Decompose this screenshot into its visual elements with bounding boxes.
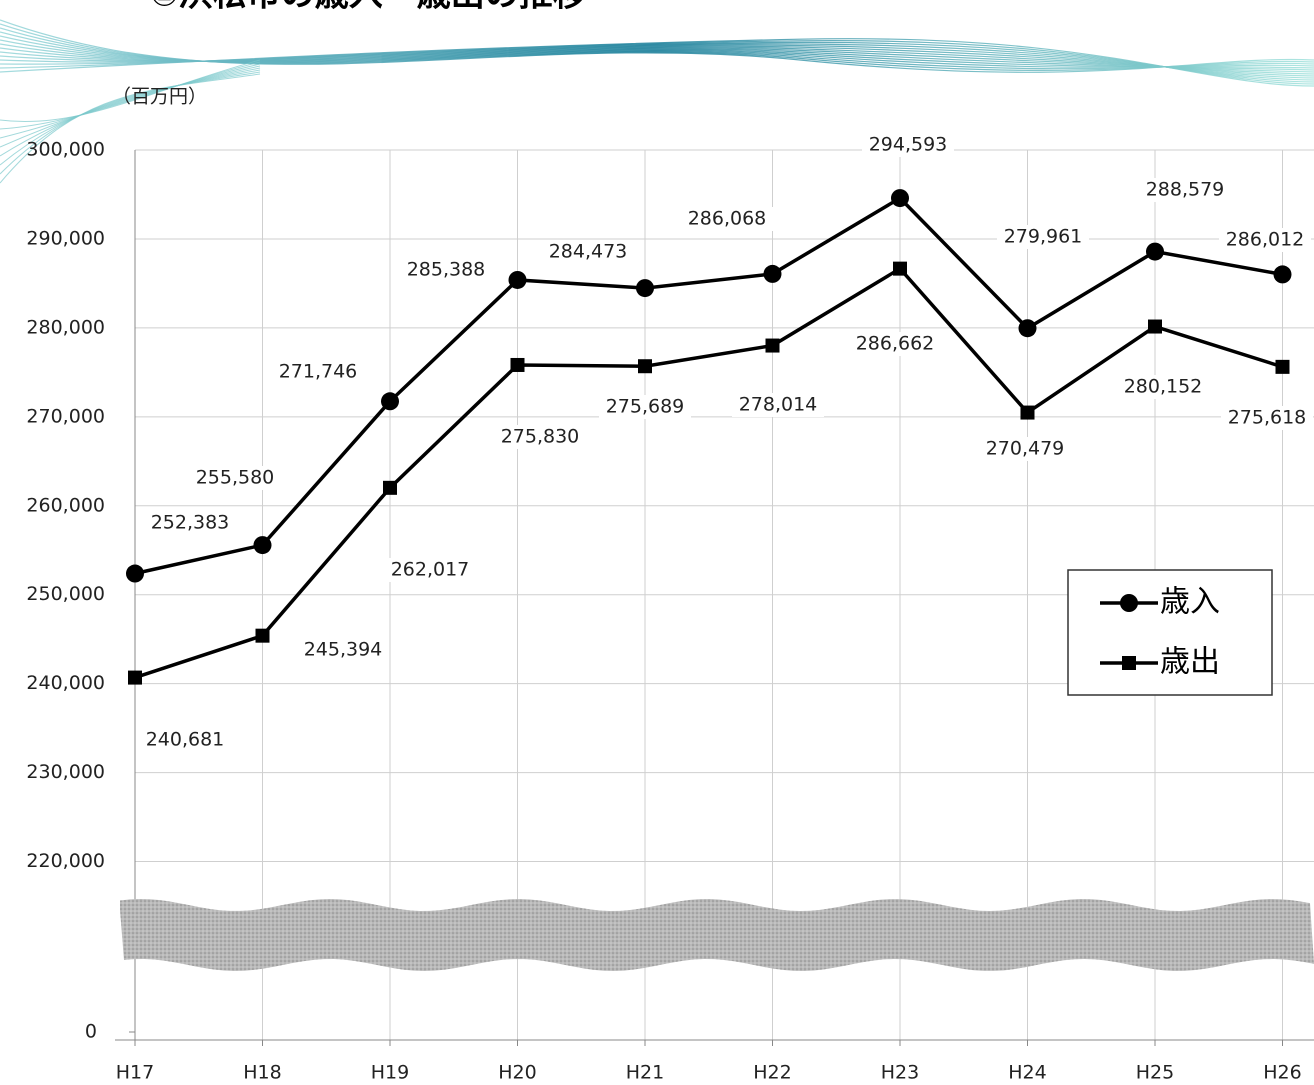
y-tick-label: 0: [85, 1021, 97, 1043]
x-tick-label: H21: [626, 1062, 664, 1084]
x-tick-label: H18: [243, 1062, 281, 1084]
y-tick-label: 230,000: [26, 761, 105, 783]
legend-marker: [1120, 594, 1138, 612]
data-label: 275,830: [501, 426, 580, 448]
data-label: 270,479: [986, 438, 1065, 460]
data-label: 288,579: [1146, 179, 1225, 201]
data-point: [126, 565, 144, 583]
y-tick-label: 290,000: [26, 227, 105, 249]
legend-label: 歳出: [1160, 645, 1220, 680]
data-point: [893, 262, 907, 276]
data-label: 252,383: [151, 512, 230, 534]
y-tick-label: 270,000: [26, 405, 105, 427]
data-label: 245,394: [304, 639, 383, 661]
x-tick-label: H24: [1008, 1062, 1046, 1084]
data-point: [638, 359, 652, 373]
x-tick-label: H17: [116, 1062, 154, 1084]
data-label: 286,068: [688, 208, 767, 230]
data-point: [254, 536, 272, 554]
x-tick-label: H26: [1263, 1062, 1301, 1084]
data-label: 278,014: [739, 394, 818, 416]
data-point: [636, 279, 654, 297]
chart-title: ①浜松市の歳入・歳出の推移: [150, 0, 587, 15]
chart: ①浜松市の歳入・歳出の推移 （百万円） H17 H18 H19 H20 H21 H22 H2…: [0, 0, 1314, 1085]
data-label: 279,961: [1004, 226, 1083, 248]
data-point: [766, 339, 780, 353]
data-label: 275,618: [1228, 407, 1307, 429]
y-tick-label: 250,000: [26, 583, 105, 605]
data-point: [1019, 319, 1037, 337]
legend-marker: [1122, 656, 1136, 670]
data-point: [128, 671, 142, 685]
data-label: 275,689: [606, 396, 685, 418]
data-point: [1148, 320, 1162, 334]
data-label: 271,746: [279, 361, 358, 383]
data-label: 286,662: [856, 333, 935, 355]
data-point: [891, 189, 909, 207]
data-point: [1276, 360, 1290, 374]
data-label: 285,388: [407, 259, 486, 281]
series-line: [135, 198, 1283, 573]
page: {"chart_data": {"type": "line", "title":…: [0, 0, 1314, 1085]
x-tick-label: H23: [881, 1062, 919, 1084]
y-axis-unit: （百万円）: [112, 86, 207, 108]
data-point: [256, 629, 270, 643]
data-label: 255,580: [196, 467, 275, 489]
data-point: [1274, 265, 1292, 283]
axis-break: [120, 899, 1314, 971]
data-label: 294,593: [869, 134, 948, 156]
y-tick-label: 300,000: [26, 139, 105, 161]
y-tick-label: 280,000: [26, 316, 105, 338]
x-tick-label: H22: [753, 1062, 791, 1084]
data-label: 240,681: [146, 729, 225, 751]
data-label: 284,473: [549, 241, 628, 263]
y-tick-label: 260,000: [26, 494, 105, 516]
data-point: [511, 358, 525, 372]
data-point: [764, 265, 782, 283]
data-point: [509, 271, 527, 289]
data-point: [383, 481, 397, 495]
x-tick-label: H25: [1136, 1062, 1174, 1084]
data-label: 262,017: [391, 559, 470, 581]
data-label: 280,152: [1124, 376, 1203, 398]
data-label: 286,012: [1226, 229, 1305, 251]
legend-label: 歳入: [1160, 585, 1220, 620]
data-point: [1146, 243, 1164, 261]
y-tick-label: 220,000: [26, 850, 105, 872]
data-point: [1021, 406, 1035, 420]
x-tick-label: H20: [498, 1062, 536, 1084]
y-tick-label: 240,000: [26, 672, 105, 694]
x-tick-label: H19: [371, 1062, 409, 1084]
data-point: [381, 392, 399, 410]
